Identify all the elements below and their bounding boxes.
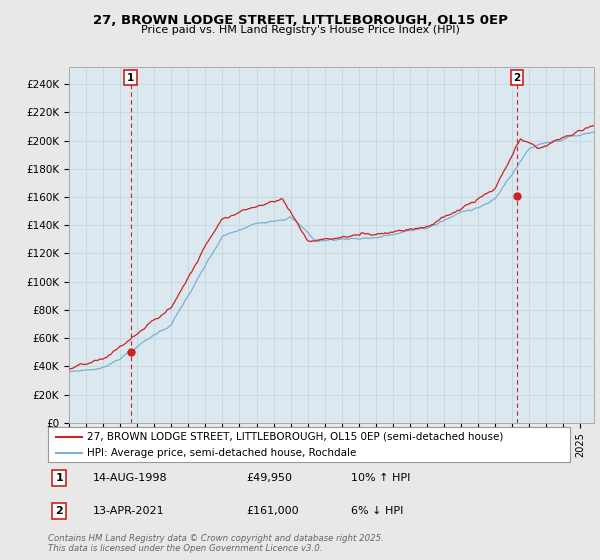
Text: 27, BROWN LODGE STREET, LITTLEBOROUGH, OL15 0EP: 27, BROWN LODGE STREET, LITTLEBOROUGH, O… [92,14,508,27]
Text: 1: 1 [56,473,64,483]
Text: 10% ↑ HPI: 10% ↑ HPI [351,473,410,483]
Text: 13-APR-2021: 13-APR-2021 [92,506,164,516]
Text: 6% ↓ HPI: 6% ↓ HPI [351,506,403,516]
Text: 27, BROWN LODGE STREET, LITTLEBOROUGH, OL15 0EP (semi-detached house): 27, BROWN LODGE STREET, LITTLEBOROUGH, O… [87,432,503,442]
Text: £49,950: £49,950 [247,473,292,483]
Text: Contains HM Land Registry data © Crown copyright and database right 2025.
This d: Contains HM Land Registry data © Crown c… [48,534,384,553]
Text: 14-AUG-1998: 14-AUG-1998 [92,473,167,483]
Text: Price paid vs. HM Land Registry's House Price Index (HPI): Price paid vs. HM Land Registry's House … [140,25,460,35]
Text: £161,000: £161,000 [247,506,299,516]
Text: 1: 1 [127,73,134,82]
Text: 2: 2 [56,506,64,516]
Text: HPI: Average price, semi-detached house, Rochdale: HPI: Average price, semi-detached house,… [87,449,356,458]
Text: 2: 2 [514,73,521,82]
